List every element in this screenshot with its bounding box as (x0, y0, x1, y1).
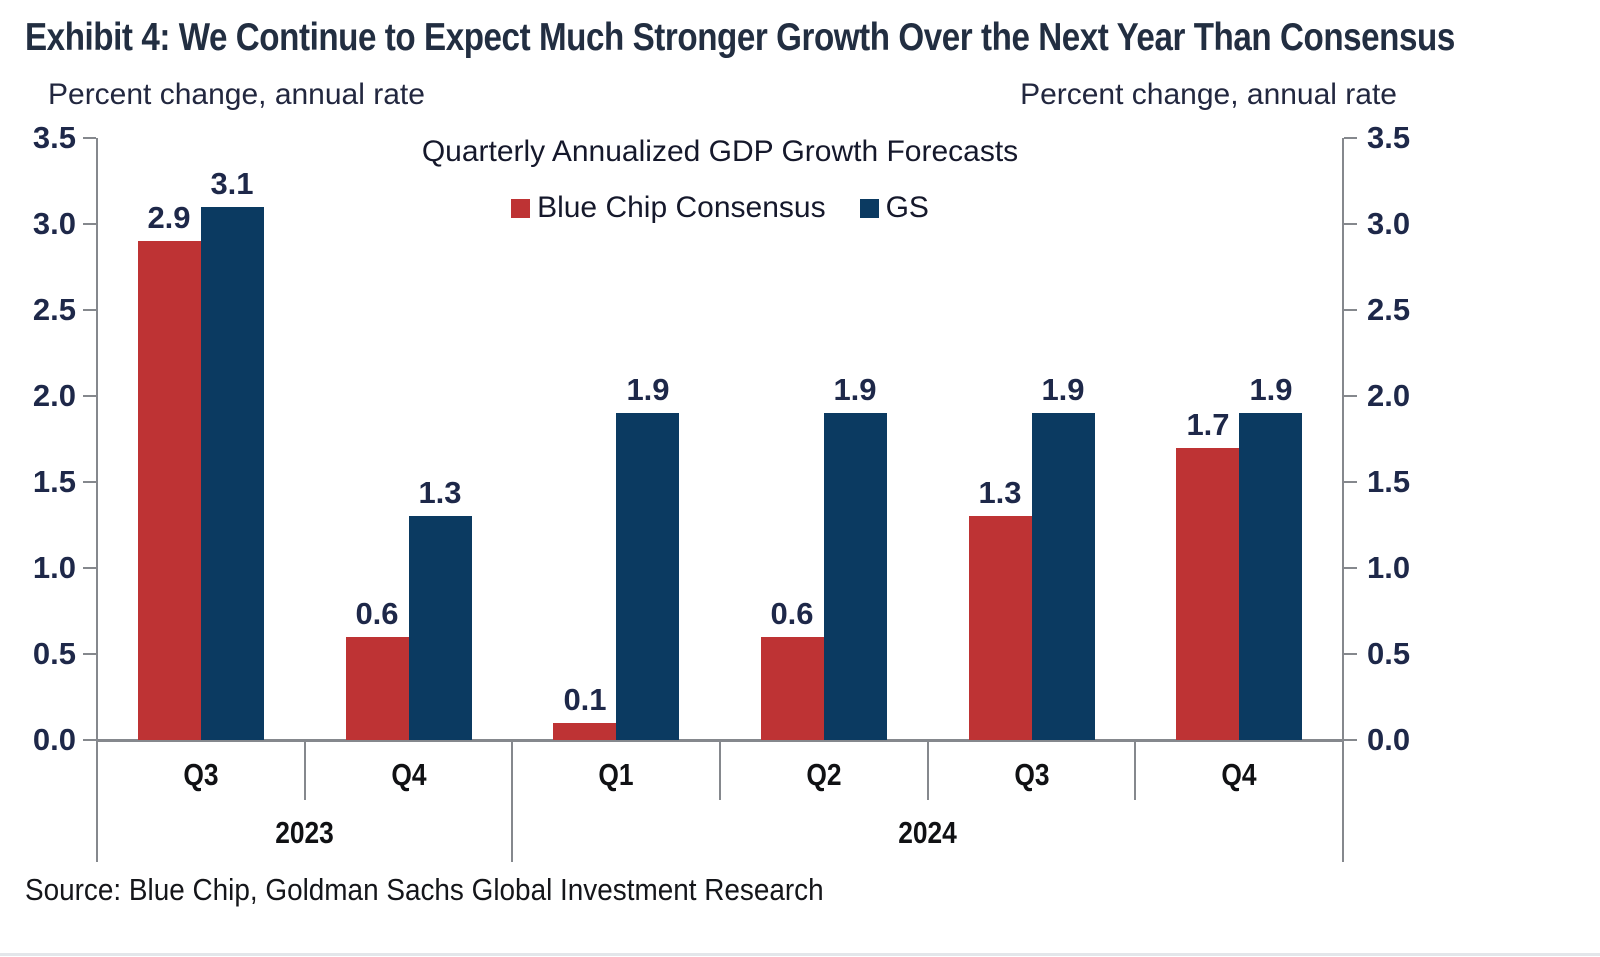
bar-value-label: 1.9 (1249, 372, 1293, 407)
x-axis-quarter-label: Q2 (806, 757, 842, 792)
y-axis-label-left: 1.0 (32, 550, 76, 585)
y-axis-tick-left (83, 653, 96, 655)
bar-value-label: 1.9 (833, 372, 877, 407)
y-axis-tick-right (1344, 481, 1357, 483)
y-axis-label-right: 0.0 (1367, 722, 1411, 757)
y-axis-label-left: 3.0 (32, 206, 76, 241)
bar-value-label: 0.1 (563, 682, 607, 717)
y-axis-tick-left (83, 137, 96, 139)
y-axis-tick-right (1344, 395, 1357, 397)
y-axis-tick-left (83, 223, 96, 225)
chart-title: Quarterly Annualized GDP Growth Forecast… (421, 135, 1019, 168)
year-separator-line (511, 740, 513, 862)
bar-gs-q2-3 (824, 413, 887, 740)
legend-swatch-gs-icon (859, 198, 879, 218)
chart-legend: Blue Chip Consensus GS (97, 191, 1343, 225)
y-axis-tick-right (1344, 309, 1357, 311)
y-axis-label-left: 2.5 (32, 292, 76, 327)
legend-item-blue-chip-consensus: Blue Chip Consensus (511, 191, 826, 225)
bar-value-label: 2.9 (147, 200, 191, 235)
bar-value-label: 1.3 (978, 475, 1022, 510)
bar-value-label: 1.3 (418, 475, 462, 510)
x-axis-year-label: 2023 (275, 815, 334, 850)
bar-value-label: 3.1 (210, 166, 254, 201)
bar-blue-chip-q3-0 (138, 241, 201, 740)
y-axis-tick-right (1344, 567, 1357, 569)
left-axis-line (96, 138, 98, 862)
bar-blue-chip-q2-3 (761, 637, 824, 740)
y-axis-tick-left (83, 309, 96, 311)
legend-item-gs: GS (859, 191, 929, 225)
y-axis-tick-left (83, 567, 96, 569)
y-axis-label-right: 3.5 (1367, 120, 1411, 155)
y-axis-label-left: 1.5 (32, 464, 76, 499)
right-axis-units-label: Percent change, annual rate (1020, 78, 1397, 111)
y-axis-tick-left (83, 395, 96, 397)
bottom-edge-divider (0, 953, 1600, 956)
bar-value-label: 0.6 (770, 596, 814, 631)
bar-blue-chip-q4-1 (346, 637, 409, 740)
bar-blue-chip-q4-5 (1176, 448, 1239, 740)
x-axis-quarter-label: Q1 (598, 757, 634, 792)
y-axis-tick-right (1344, 739, 1357, 741)
bar-gs-q4-1 (409, 516, 472, 740)
y-axis-label-right: 2.0 (1367, 378, 1411, 413)
x-axis-quarter-label: Q4 (1221, 757, 1257, 792)
quarter-separator-line (304, 740, 306, 800)
y-axis-tick-right (1344, 653, 1357, 655)
y-axis-tick-left (83, 481, 96, 483)
bar-gs-q4-5 (1239, 413, 1302, 740)
y-axis-label-left: 3.5 (32, 120, 76, 155)
exhibit-title: Exhibit 4: We Continue to Expect Much St… (25, 16, 1455, 59)
source-note: Source: Blue Chip, Goldman Sachs Global … (25, 872, 824, 907)
bar-gs-q3-0 (201, 207, 264, 740)
bar-gs-q3-4 (1032, 413, 1095, 740)
legend-swatch-blue-chip-icon (511, 198, 531, 218)
x-axis-quarter-label: Q4 (391, 757, 427, 792)
y-axis-label-right: 1.5 (1367, 464, 1411, 499)
right-axis-line (1342, 138, 1344, 862)
bar-value-label: 1.9 (1041, 372, 1085, 407)
bar-value-label: 0.6 (355, 596, 399, 631)
x-axis-quarter-label: Q3 (183, 757, 219, 792)
y-axis-label-left: 0.5 (32, 636, 76, 671)
x-axis-year-label: 2024 (898, 815, 957, 850)
y-axis-label-left: 2.0 (32, 378, 76, 413)
quarter-separator-line (1134, 740, 1136, 800)
y-axis-label-right: 0.5 (1367, 636, 1411, 671)
y-axis-label-right: 2.5 (1367, 292, 1411, 327)
y-axis-tick-left (83, 739, 96, 741)
x-axis-quarter-label: Q3 (1014, 757, 1050, 792)
y-axis-label-right: 1.0 (1367, 550, 1411, 585)
y-axis-label-right: 3.0 (1367, 206, 1411, 241)
bar-value-label: 1.9 (626, 372, 670, 407)
left-axis-units-label: Percent change, annual rate (48, 78, 425, 111)
y-axis-label-left: 0.0 (32, 722, 76, 757)
quarter-separator-line (927, 740, 929, 800)
y-axis-tick-right (1344, 223, 1357, 225)
legend-label-blue-chip: Blue Chip Consensus (537, 191, 826, 224)
y-axis-tick-right (1344, 137, 1357, 139)
bar-gs-q1-2 (616, 413, 679, 740)
bar-blue-chip-q1-2 (553, 723, 616, 740)
bar-value-label: 1.7 (1186, 407, 1230, 442)
bar-blue-chip-q3-4 (969, 516, 1032, 740)
quarter-separator-line (719, 740, 721, 800)
legend-label-gs: GS (885, 191, 929, 224)
